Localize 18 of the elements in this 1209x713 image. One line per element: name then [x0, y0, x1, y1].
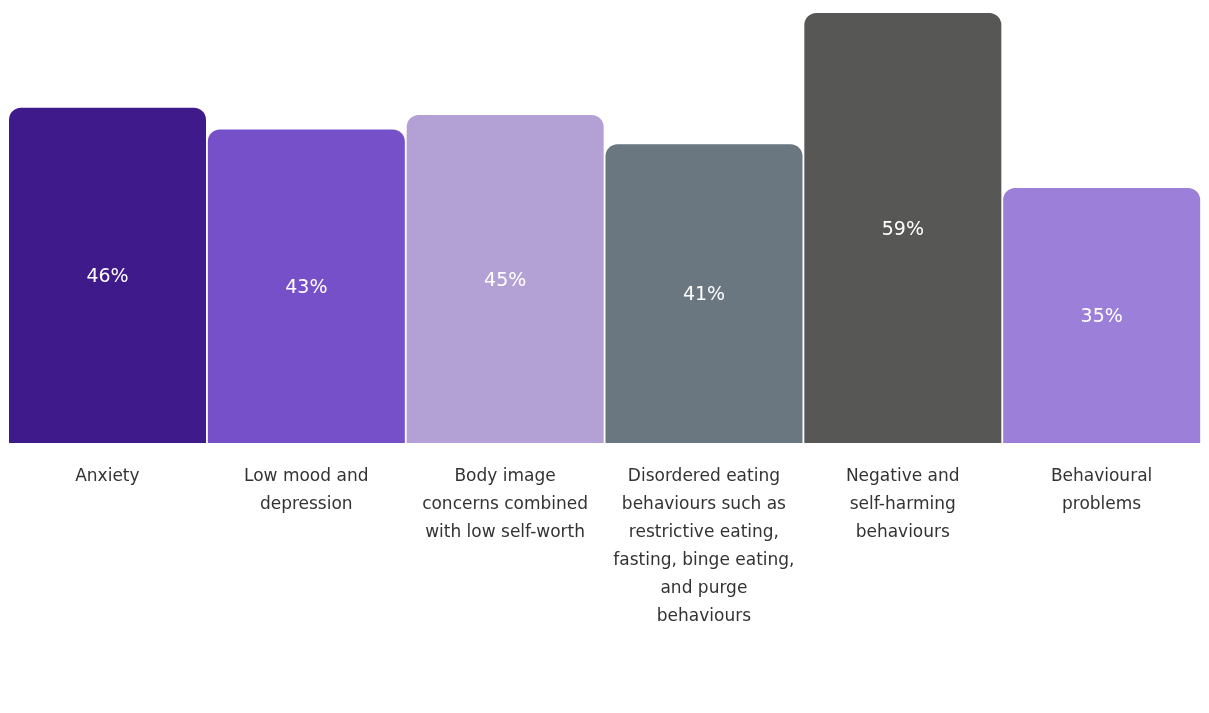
x-tick-label: Behavioural problems	[1050, 465, 1153, 514]
data-label: 46%	[86, 264, 129, 287]
bar	[1003, 187, 1201, 443]
data-label: 35%	[1080, 304, 1123, 327]
data-label: 45%	[484, 267, 527, 290]
bar	[804, 13, 1002, 443]
x-tick-label: Negative and self-harming behaviours	[845, 465, 960, 542]
data-label: 41%	[682, 282, 726, 305]
data-label: 59%	[881, 216, 924, 239]
bar	[9, 107, 206, 443]
bar	[406, 115, 604, 443]
x-tick-label: Anxiety	[75, 465, 140, 486]
x-tick-label: Low mood and depression	[244, 465, 369, 514]
bar	[207, 129, 405, 443]
x-tick-label: Disordered eating behaviours such as restrictive eating, fasting, binge eating, and purge behaviours	[613, 465, 795, 626]
bar	[605, 144, 803, 443]
data-label: 43%	[285, 275, 328, 298]
x-tick-label: Body image concerns combined with low self-worth	[422, 465, 589, 542]
